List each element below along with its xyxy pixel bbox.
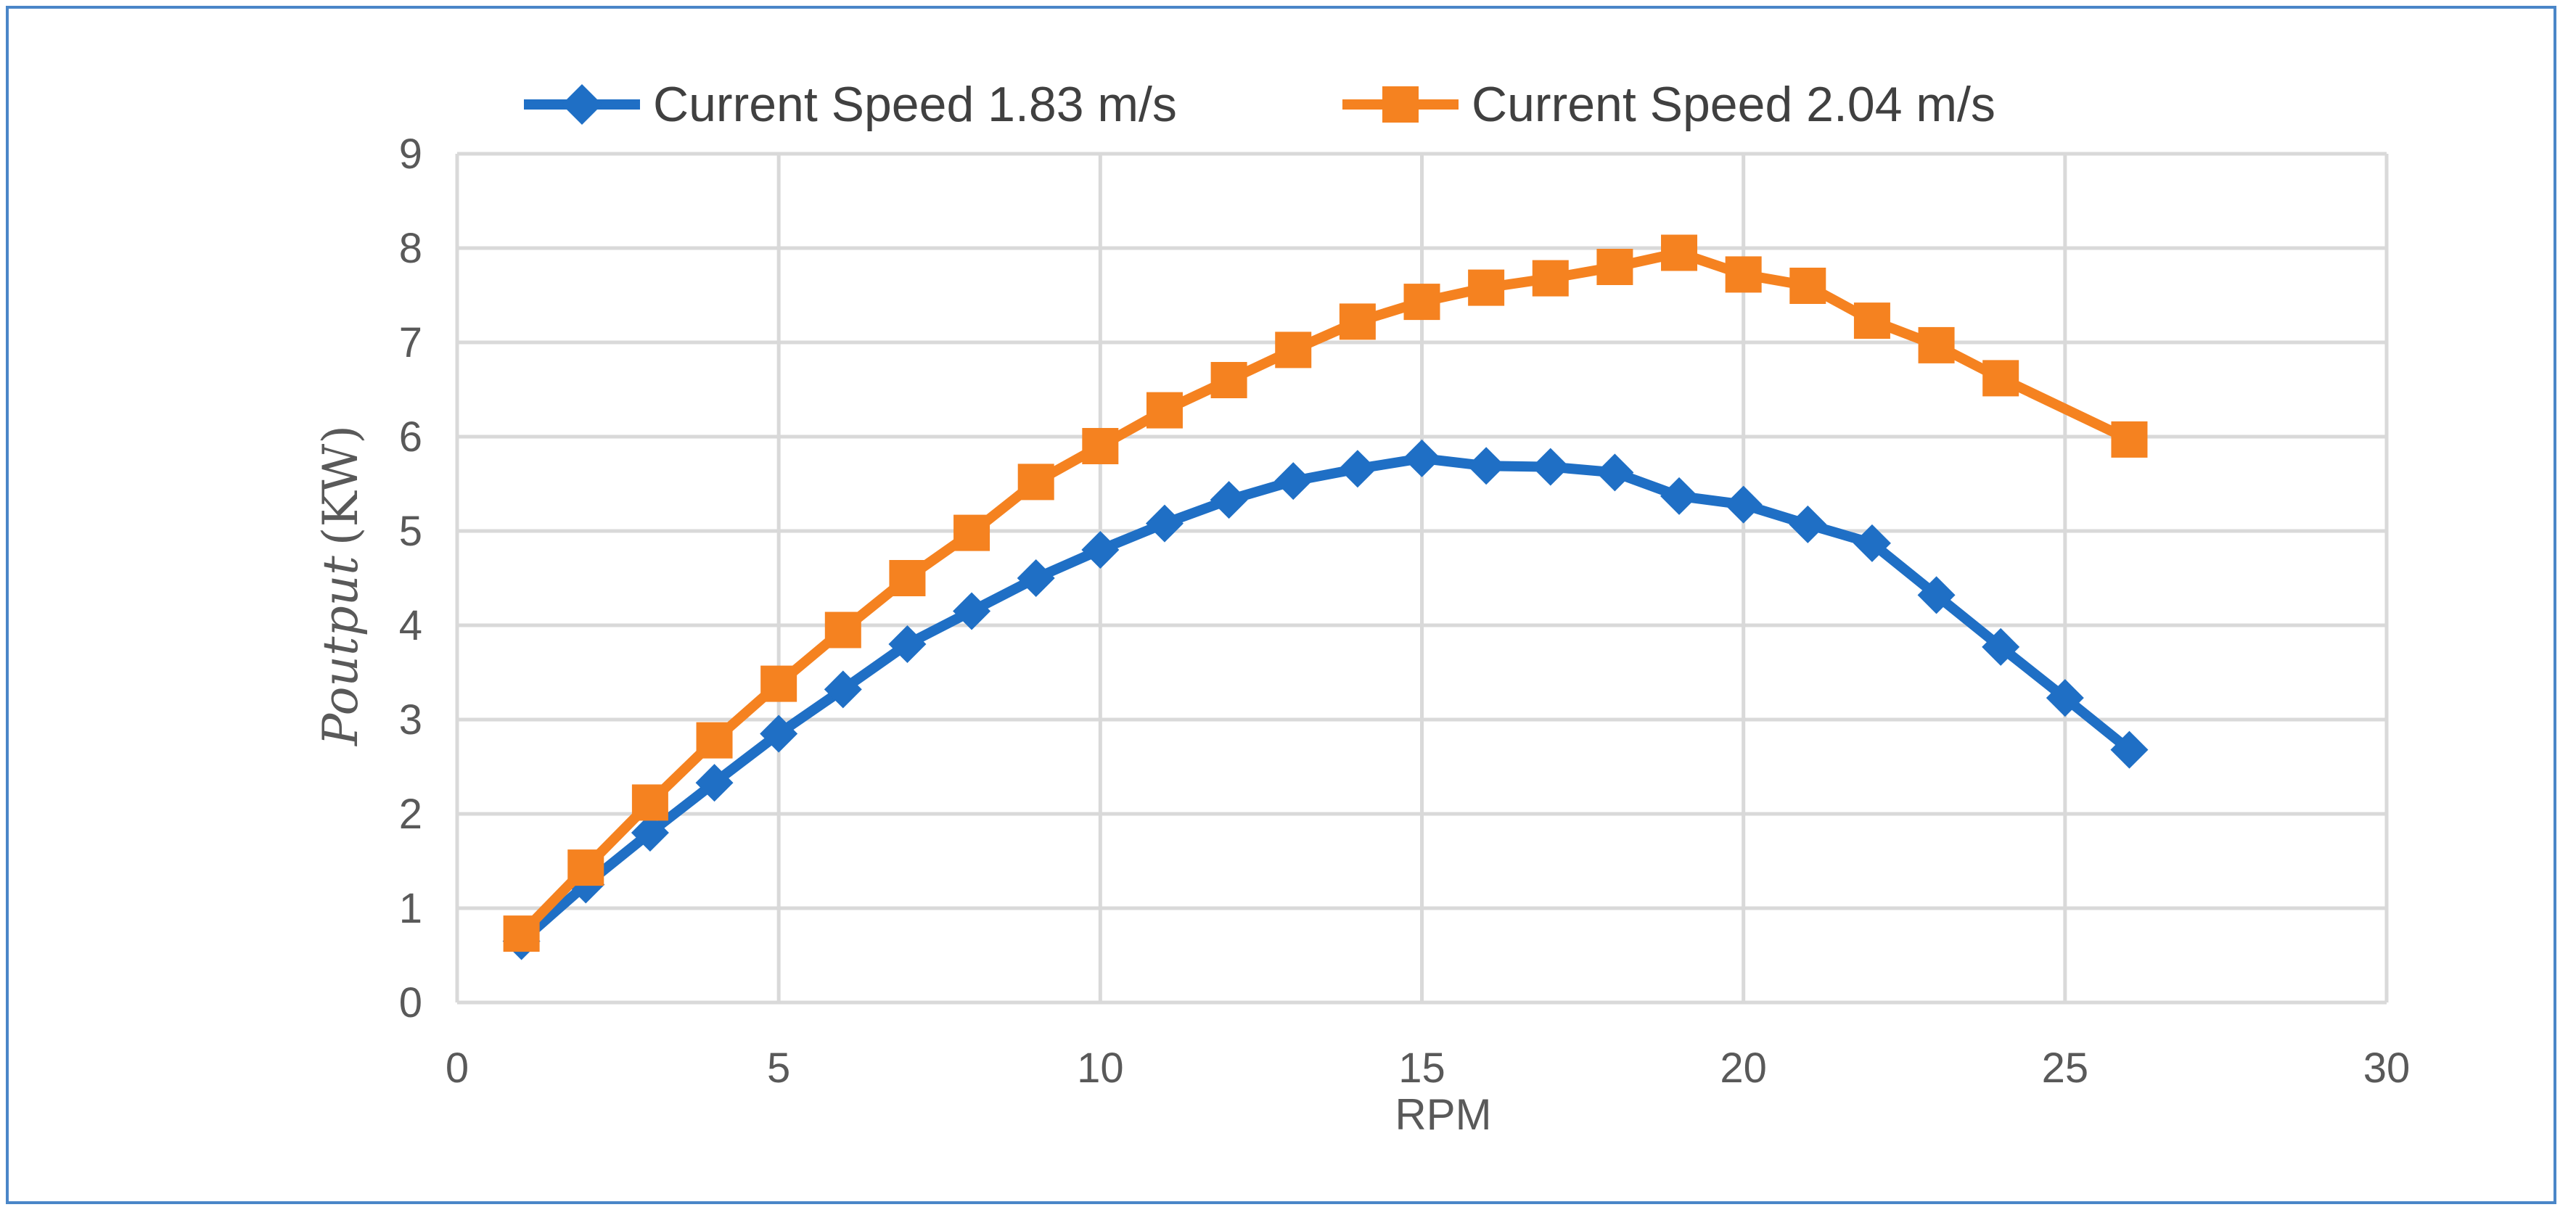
- series-line-2: [516, 247, 2135, 939]
- data-point-diamond[interactable]: [824, 670, 862, 709]
- x-tick-label: 10: [1077, 1045, 1124, 1092]
- data-point-diamond[interactable]: [1145, 504, 1184, 543]
- data-point-diamond[interactable]: [2110, 730, 2149, 769]
- legend-label-series-2: Current Speed 2.04 m/s: [1472, 77, 1995, 132]
- data-point-square[interactable]: [1725, 256, 1762, 293]
- data-point-square[interactable]: [1210, 362, 1247, 398]
- y-tick-label: 1: [399, 885, 422, 932]
- data-point-square[interactable]: [1017, 464, 1054, 501]
- legend-entry-series-2[interactable]: Current Speed 2.04 m/s: [1342, 77, 1995, 132]
- x-tick-label: 30: [2363, 1045, 2411, 1092]
- y-tick-label: 0: [399, 979, 422, 1026]
- y-tick-label: 4: [399, 602, 422, 649]
- data-point-diamond[interactable]: [888, 625, 927, 663]
- data-point-square[interactable]: [1403, 284, 1440, 321]
- data-point-square[interactable]: [760, 665, 797, 702]
- data-point-diamond[interactable]: [953, 592, 991, 630]
- data-point-diamond[interactable]: [1017, 559, 1055, 597]
- data-point-diamond[interactable]: [1210, 481, 1248, 519]
- legend-marker-diamond: [562, 84, 602, 125]
- legend-entry-series-1[interactable]: Current Speed 1.83 m/s: [524, 77, 1177, 132]
- data-point-diamond[interactable]: [1789, 505, 1827, 543]
- data-point-square[interactable]: [1918, 326, 1955, 363]
- data-point-diamond[interactable]: [2046, 679, 2084, 717]
- x-axis-title: RPM: [1395, 1090, 1491, 1139]
- data-point-square[interactable]: [1661, 234, 1698, 271]
- x-tick-label: 20: [1720, 1045, 1767, 1092]
- legend: Current Speed 1.83 m/s Current Speed 2.0…: [524, 77, 1995, 132]
- data-point-diamond[interactable]: [1081, 531, 1120, 569]
- data-point-square[interactable]: [503, 915, 540, 952]
- y-tick-label: 6: [399, 413, 422, 461]
- data-point-square[interactable]: [2111, 421, 2148, 458]
- data-point-square[interactable]: [824, 612, 861, 648]
- data-point-diamond[interactable]: [1274, 462, 1313, 501]
- y-tick-label: 3: [399, 696, 422, 744]
- data-point-diamond[interactable]: [1338, 450, 1377, 488]
- data-point-square[interactable]: [631, 784, 668, 821]
- y-tick-label: 9: [399, 131, 422, 178]
- y-tick-label: 7: [399, 319, 422, 366]
- data-point-diamond[interactable]: [760, 715, 798, 753]
- data-point-diamond[interactable]: [695, 764, 734, 802]
- y-axis-title: Poutput (KW): [313, 425, 369, 746]
- y-tick-label: 5: [399, 508, 422, 555]
- gridlines: [455, 152, 2389, 1005]
- data-point-square[interactable]: [1853, 302, 1890, 339]
- data-point-diamond[interactable]: [1531, 448, 1570, 486]
- x-tick-label: 0: [446, 1045, 469, 1092]
- data-point-diamond[interactable]: [1724, 485, 1763, 524]
- data-point-square[interactable]: [953, 514, 990, 551]
- data-point-diamond[interactable]: [631, 814, 669, 852]
- data-point-diamond[interactable]: [1467, 447, 1506, 485]
- data-point-square[interactable]: [1982, 360, 2019, 397]
- axis-ticks: 0 1 2 3 4 5 6 7 8 9 0 5 10 15 20 25 30: [399, 131, 2411, 1092]
- data-point-diamond[interactable]: [1596, 453, 1634, 492]
- data-point-square[interactable]: [696, 722, 733, 759]
- series-group: [502, 234, 2149, 960]
- data-point-square[interactable]: [1468, 269, 1505, 306]
- data-point-square[interactable]: [1339, 303, 1376, 340]
- series-1: [502, 439, 2149, 960]
- y-tick-label: 8: [399, 225, 422, 272]
- data-point-diamond[interactable]: [1982, 627, 2020, 666]
- data-point-square[interactable]: [1532, 260, 1569, 297]
- data-point-square[interactable]: [1789, 268, 1826, 304]
- data-point-diamond[interactable]: [1917, 576, 1956, 614]
- line-chart: 0 1 2 3 4 5 6 7 8 9 0 5 10 15 20 25 30 Current Speed 1.8…: [313, 77, 2411, 1139]
- data-point-diamond[interactable]: [1403, 439, 1441, 477]
- data-point-square[interactable]: [1082, 428, 1119, 464]
- x-tick-label: 15: [1398, 1045, 1445, 1092]
- x-tick-label: 5: [767, 1045, 790, 1092]
- data-point-square[interactable]: [1146, 392, 1183, 429]
- legend-marker-square: [1382, 86, 1419, 123]
- y-tick-label: 2: [399, 791, 422, 838]
- y-axis-title-unit: (KW): [313, 425, 369, 545]
- data-point-square[interactable]: [1596, 249, 1633, 285]
- data-point-diamond[interactable]: [1660, 477, 1699, 515]
- data-point-square[interactable]: [1275, 332, 1312, 368]
- data-point-diamond[interactable]: [1853, 524, 1891, 562]
- chart-frame: 0 1 2 3 4 5 6 7 8 9 0 5 10 15 20 25 30 Current Speed 1.8…: [6, 6, 2556, 1204]
- data-point-square[interactable]: [567, 849, 604, 886]
- x-tick-label: 25: [2042, 1045, 2089, 1092]
- series-2: [503, 234, 2148, 952]
- legend-label-series-1: Current Speed 1.83 m/s: [653, 77, 1177, 132]
- data-point-square[interactable]: [889, 560, 926, 596]
- y-axis-title-italic: Poutput: [313, 556, 369, 746]
